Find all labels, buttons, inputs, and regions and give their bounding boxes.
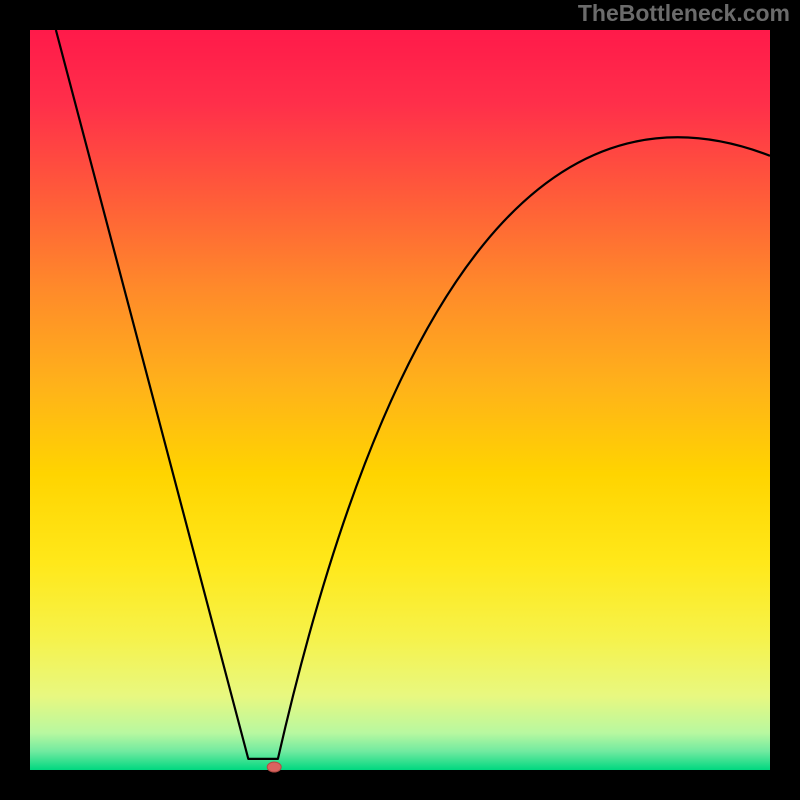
watermark-text: TheBottleneck.com <box>578 0 790 27</box>
bottleneck-chart <box>0 0 800 800</box>
plot-background <box>30 30 770 770</box>
chart-container: TheBottleneck.com <box>0 0 800 800</box>
optimal-point-marker <box>267 762 281 772</box>
